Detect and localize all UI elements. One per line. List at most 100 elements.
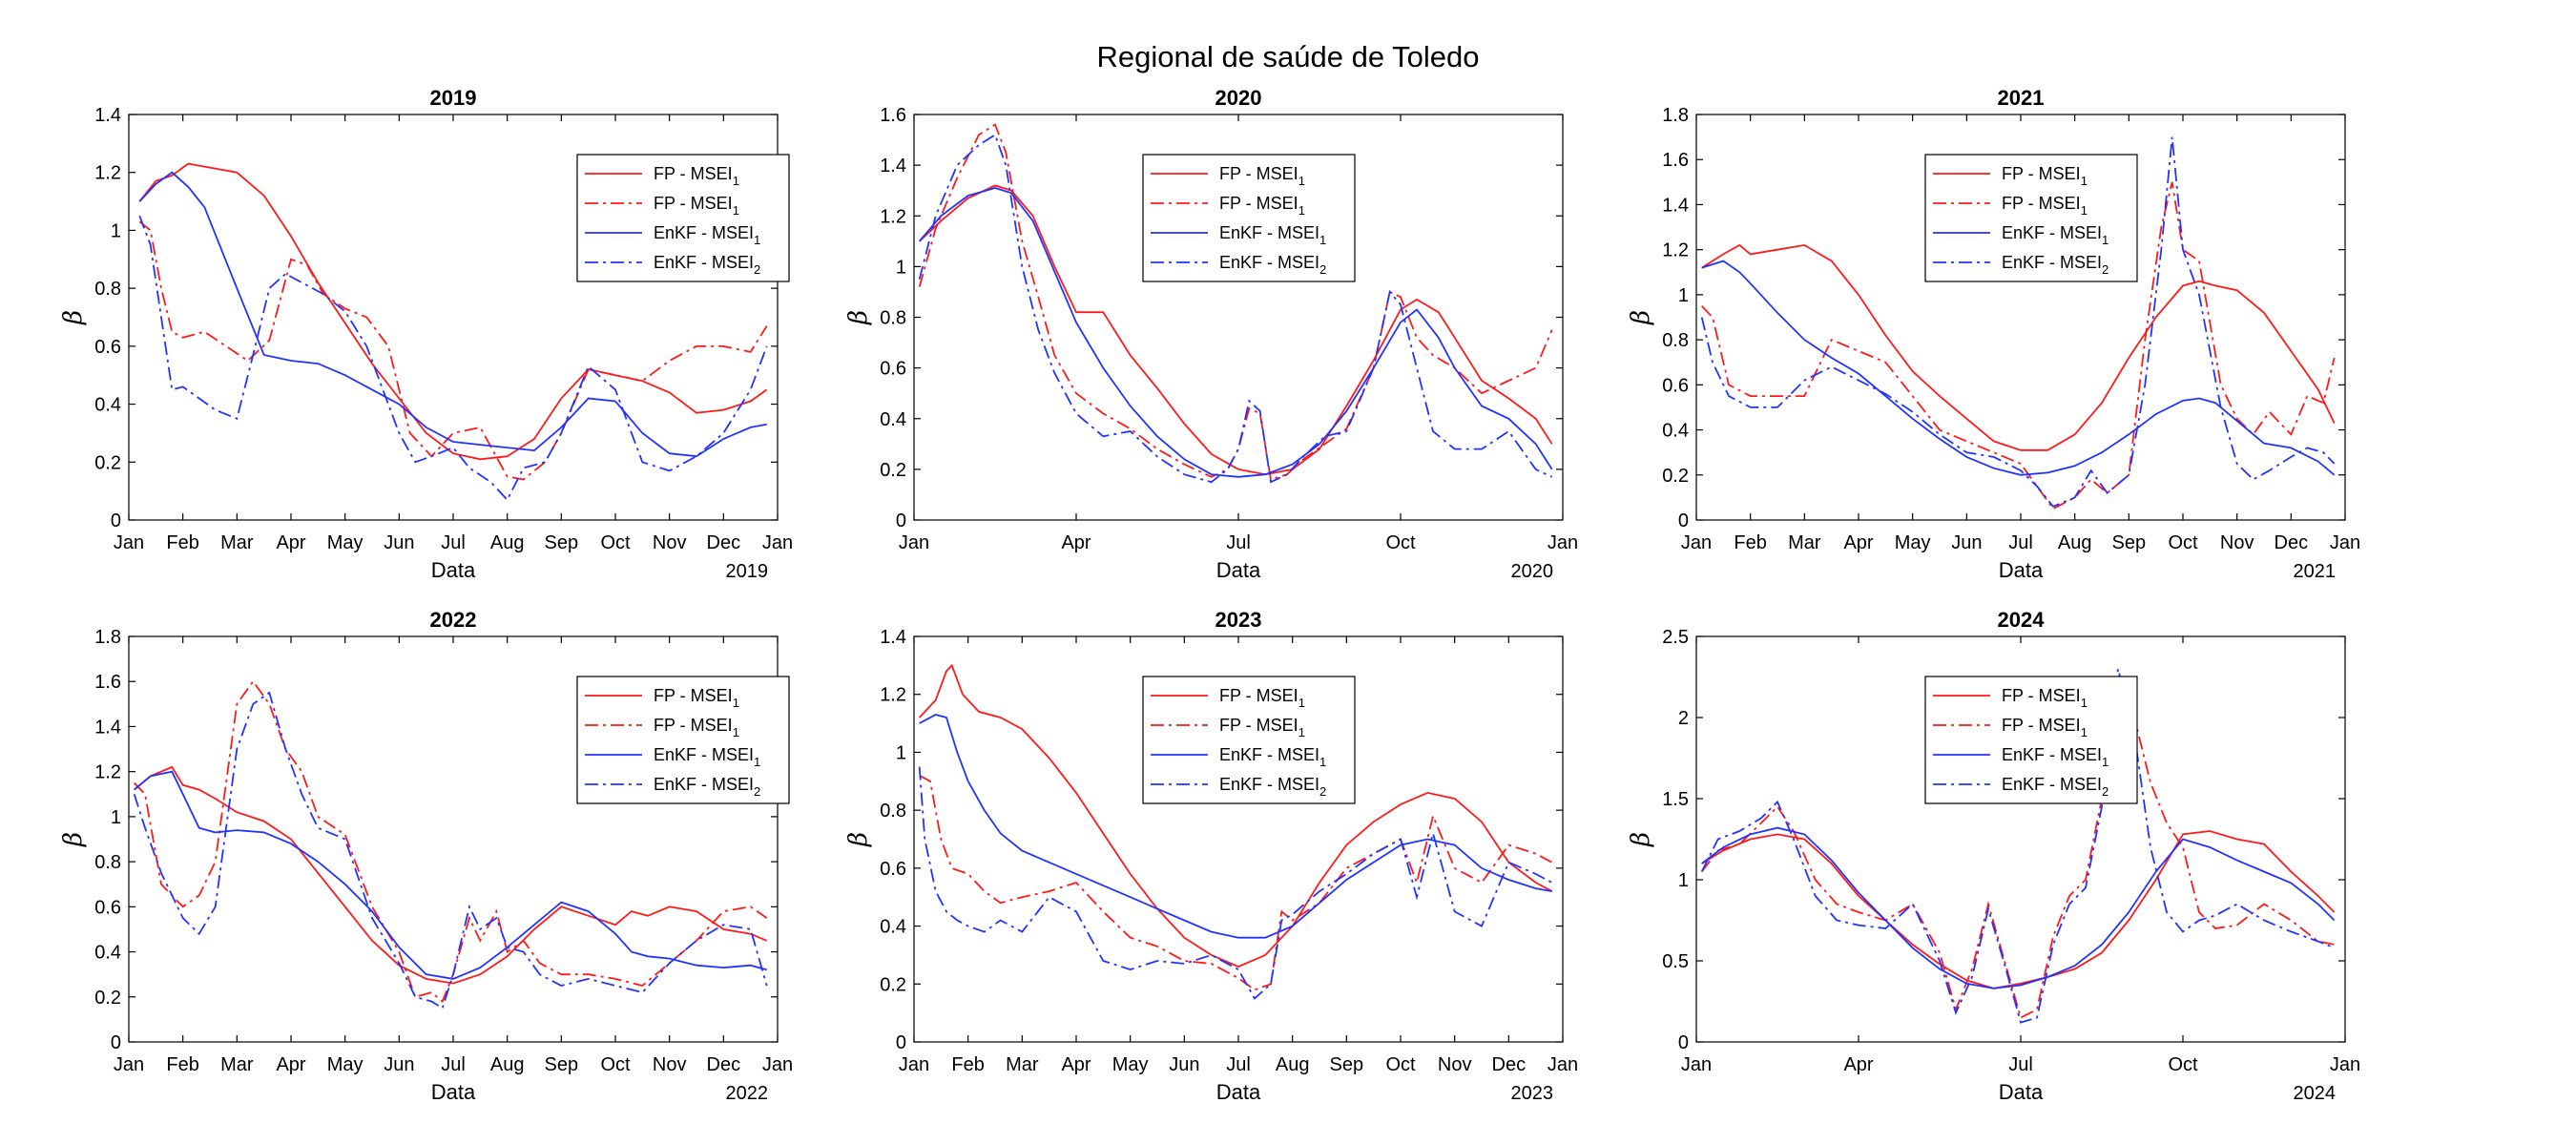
x-tick-label: Nov (653, 532, 687, 553)
series-line-1 (919, 663, 1553, 968)
y-tick-label: 2 (1678, 708, 1689, 729)
x-tick-label: Jun (1169, 1054, 1199, 1075)
panel-title: 2022 (430, 608, 477, 632)
series-line-2 (138, 220, 768, 481)
series-line-2 (1701, 181, 2336, 510)
x-tick-label: Oct (600, 532, 631, 553)
x-tick-label: May (1112, 1054, 1149, 1075)
y-axis-label: β (844, 310, 873, 325)
x-tick-label: Jan (762, 532, 793, 553)
x-tick-label: Dec (707, 1054, 741, 1075)
legend-box (576, 676, 790, 804)
year-label: 2021 (2294, 561, 2337, 582)
legend-entry-2: FP - MSEI1 (2002, 716, 2088, 739)
x-tick-label: May (1895, 532, 1931, 553)
y-tick-label: 0.4 (94, 395, 121, 416)
legend-entry-1: FP - MSEI1 (654, 164, 739, 188)
series-line-3 (1701, 260, 2336, 476)
x-tick-label: Jan (114, 532, 144, 553)
series-line-4 (138, 215, 768, 502)
x-tick-label: Mar (1006, 1054, 1039, 1075)
x-tick-label: Mar (1788, 532, 1821, 553)
legend: FP - MSEI1 FP - MSEI1 EnKF - MSEI1 EnKF - M… (1142, 676, 1356, 804)
series-line-3 (1701, 826, 2336, 989)
x-tick-label: Apr (276, 532, 305, 553)
y-tick-label: 0 (896, 510, 906, 531)
y-tick-label: 1.2 (94, 762, 121, 783)
panel-2020: 0 0.2 0.4 0.6 0.8 1 1.2 1.4 1.6 Jan Apr Jul Oct Jan 20… (844, 86, 1578, 582)
year-label: 2020 (1511, 561, 1554, 582)
x-tick-label: May (327, 1054, 364, 1075)
series-line-3 (134, 770, 767, 980)
x-tick-label: Aug (490, 1054, 525, 1075)
y-tick-label: 1.6 (1662, 150, 1689, 171)
series-line-2 (1700, 682, 2335, 1019)
y-tick-label: 0.8 (880, 801, 906, 822)
y-tick-label: 1.4 (1662, 195, 1689, 216)
legend-entry-4: EnKF - MSEI2 (1219, 775, 1326, 799)
y-tick-label: 1.6 (94, 672, 121, 693)
y-tick-label: 0.2 (880, 974, 906, 995)
y-tick-label: 1.6 (880, 105, 906, 126)
y-axis-label: β (1627, 832, 1655, 847)
y-tick-label: 0.2 (94, 452, 121, 473)
series-line-1 (138, 162, 768, 461)
x-axis-label: Data (1216, 1080, 1261, 1104)
y-tick-label: 0.5 (1662, 951, 1689, 972)
legend-box (576, 154, 790, 282)
y-tick-label: 0.6 (880, 359, 906, 380)
legend-entry-2: FP - MSEI1 (654, 194, 739, 218)
legend-entry-4: EnKF - MSEI2 (654, 775, 760, 799)
x-axis-label: Data (1216, 558, 1261, 582)
y-axis-label: β (1627, 310, 1655, 325)
x-tick-label: Apr (1843, 1054, 1873, 1075)
x-tick-label: Oct (1385, 1054, 1416, 1075)
series-line-1 (1701, 830, 2336, 989)
y-tick-label: 0.2 (880, 460, 906, 481)
y-tick-label: 0.2 (1662, 466, 1689, 487)
year-label: 2022 (726, 1083, 769, 1104)
panel-title: 2019 (430, 86, 477, 110)
x-tick-label: Jul (441, 532, 466, 553)
panel-2024: 0 0.5 1 1.5 2 2.5 Jan Apr Jul Oct Jan 2024 Data 2024 β… (1627, 608, 2360, 1104)
y-tick-label: 1.8 (94, 627, 121, 648)
x-tick-label: Aug (1276, 1054, 1310, 1075)
legend-entry-4: EnKF - MSEI2 (2002, 253, 2109, 277)
x-tick-label: Sep (545, 532, 579, 553)
x-axis-label: Data (431, 558, 476, 582)
y-tick-label: 1.8 (1662, 105, 1689, 126)
panel-title: 2023 (1215, 608, 1262, 632)
y-tick-label: 0.2 (94, 988, 121, 1009)
x-tick-label: Dec (1492, 1054, 1527, 1075)
y-tick-label: 1.4 (880, 627, 906, 648)
series-line-3 (919, 714, 1552, 939)
y-tick-label: 0.6 (94, 897, 121, 918)
y-tick-label: 1.2 (1662, 240, 1689, 261)
x-tick-label: Jun (384, 532, 414, 553)
x-tick-label: Sep (1330, 1054, 1364, 1075)
x-tick-label: Sep (2112, 532, 2147, 553)
y-tick-label: 1.2 (94, 163, 121, 184)
x-axis-label: Data (1999, 558, 2044, 582)
y-tick-label: 0.8 (1662, 330, 1689, 351)
x-tick-label: Jul (441, 1054, 466, 1075)
y-tick-label: 0 (111, 510, 121, 531)
y-tick-label: 0.6 (1662, 375, 1689, 396)
x-tick-label: Jul (2008, 1054, 2033, 1075)
legend-entry-1: FP - MSEI1 (2002, 164, 2088, 188)
y-axis-label: β (59, 310, 88, 325)
y-tick-label: 1.5 (1662, 789, 1689, 810)
panel-2023: 0 0.2 0.4 0.6 0.8 1 1.2 1.4 Jan Feb Mar Apr May Jun Ju… (844, 608, 1578, 1104)
x-tick-label: Apr (1061, 532, 1091, 553)
x-tick-label: Apr (276, 1054, 305, 1075)
y-tick-label: 0.4 (880, 917, 906, 938)
x-tick-label: May (327, 532, 364, 553)
y-tick-label: 0.6 (880, 859, 906, 880)
year-label: 2023 (1511, 1083, 1554, 1104)
series-line-4 (133, 691, 768, 1010)
y-axis-label: β (59, 832, 88, 847)
y-tick-label: 1.4 (94, 105, 121, 126)
series-line-2 (134, 679, 768, 1003)
x-tick-label: Nov (653, 1054, 687, 1075)
